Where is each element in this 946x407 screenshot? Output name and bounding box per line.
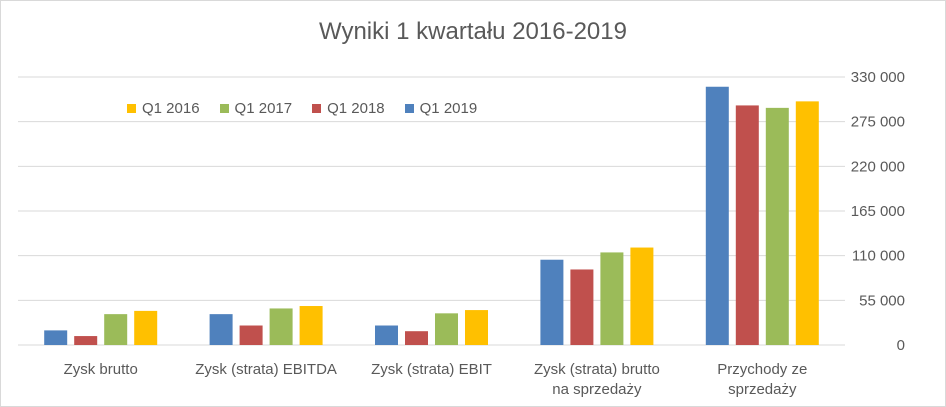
y-tick-label: 275 000	[851, 114, 905, 131]
y-tick-label: 0	[897, 337, 905, 354]
chart-legend: Q1 2016 Q1 2017 Q1 2018 Q1 2019	[127, 100, 497, 117]
x-category-label: Zysk (strata) EBITDA	[195, 361, 337, 378]
legend-item: Q1 2018	[312, 100, 385, 117]
bar-q1-2016-cat-3	[630, 247, 654, 345]
legend-label: Q1 2019	[419, 100, 478, 117]
bar-q1-2018-cat-0	[74, 336, 98, 345]
legend-item: Q1 2016	[127, 100, 200, 117]
bar-q1-2017-cat-1	[269, 308, 293, 345]
x-category-label: Zysk (strata) EBIT	[371, 361, 492, 378]
legend-swatch	[127, 104, 136, 113]
bar-q1-2018-cat-4	[735, 105, 759, 345]
legend-swatch	[404, 104, 414, 113]
x-category-label: sprzedaży	[728, 381, 797, 398]
bar-q1-2019-cat-4	[705, 86, 729, 345]
legend-swatch	[219, 104, 229, 113]
legend-swatch	[312, 104, 322, 113]
bar-q1-2019-cat-3	[540, 259, 564, 345]
legend-label: Q1 2016	[142, 100, 200, 117]
legend-label: Q1 2018	[327, 100, 385, 117]
legend-item: Q1 2017	[219, 100, 293, 117]
x-category-label: na sprzedaży	[552, 381, 642, 398]
bar-q1-2016-cat-2	[465, 310, 488, 345]
bar-q1-2019-cat-1	[209, 314, 233, 345]
y-tick-label: 110 000	[852, 248, 905, 265]
bar-q1-2016-cat-0	[134, 310, 158, 345]
bar-q1-2018-cat-2	[405, 331, 428, 345]
y-tick-label: 220 000	[851, 158, 905, 175]
bar-q1-2019-cat-0	[44, 330, 68, 345]
legend-label: Q1 2017	[234, 100, 293, 117]
bar-q1-2018-cat-3	[570, 269, 594, 345]
bar-q1-2017-cat-4	[765, 107, 789, 346]
chart-title: Wyniki 1 kwartału 2016-2019	[319, 18, 627, 45]
bar-q1-2019-cat-2	[375, 325, 398, 345]
bar-q1-2016-cat-4	[795, 101, 819, 345]
bar-q1-2017-cat-0	[104, 314, 128, 345]
bar-q1-2017-cat-3	[600, 252, 624, 345]
y-tick-label: 330 000	[851, 69, 905, 86]
x-category-label: Zysk (strata) brutto	[534, 361, 660, 378]
bar-q1-2017-cat-2	[435, 313, 458, 345]
y-tick-label: 55 000	[859, 292, 905, 309]
bar-q1-2018-cat-1	[239, 325, 263, 345]
y-tick-label: 165 000	[851, 203, 905, 220]
x-category-label: Zysk brutto	[64, 361, 138, 378]
bar-q1-2016-cat-1	[299, 306, 323, 345]
legend-item: Q1 2019	[404, 100, 478, 117]
x-category-label: Przychody ze	[717, 361, 807, 378]
